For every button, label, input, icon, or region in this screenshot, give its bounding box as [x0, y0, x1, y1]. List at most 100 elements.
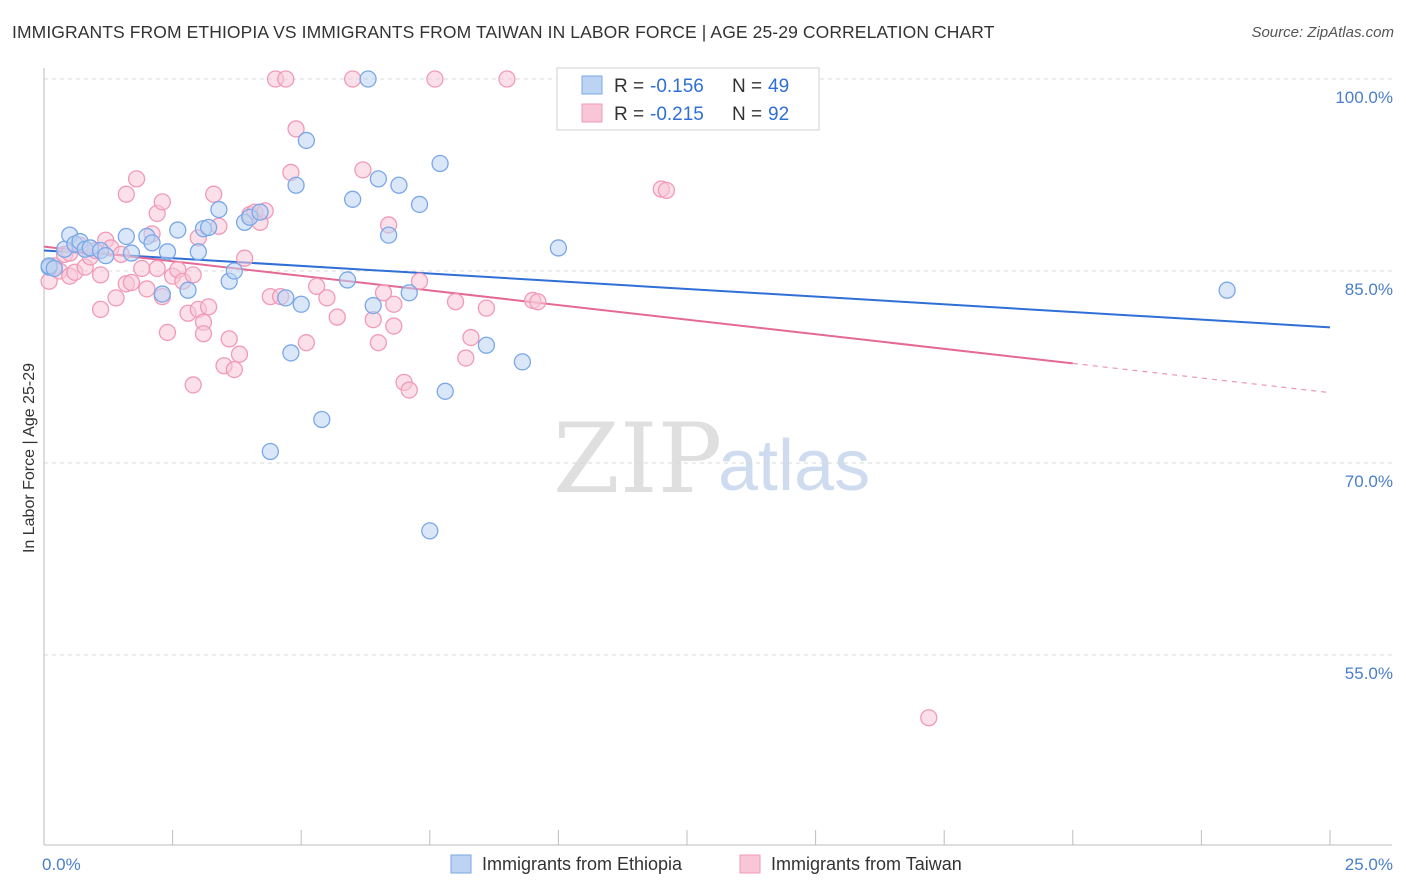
point-ethiopia — [179, 281, 197, 299]
point-taiwan — [107, 289, 125, 307]
point-ethiopia — [410, 195, 429, 214]
point-taiwan — [457, 349, 475, 367]
point-taiwan — [343, 70, 362, 88]
point-taiwan — [220, 330, 238, 348]
point-taiwan — [122, 273, 141, 292]
point-taiwan — [133, 259, 151, 278]
legend-n-value-taiwan: 92 — [768, 104, 789, 125]
point-taiwan — [225, 360, 243, 379]
legend-r-label-taiwan: R = — [614, 104, 644, 125]
legend-n-value-ethiopia: 49 — [768, 76, 789, 97]
point-ethiopia — [282, 344, 300, 362]
legend-swatch-ethiopia — [581, 75, 603, 95]
point-taiwan — [385, 317, 403, 335]
legend-swatch-taiwan — [581, 103, 603, 123]
point-taiwan — [158, 323, 177, 342]
point-ethiopia — [359, 70, 377, 88]
point-taiwan — [153, 193, 171, 211]
point-ethiopia — [169, 221, 187, 239]
point-taiwan — [529, 293, 547, 311]
series-legend-label-taiwan: Immigrants from Taiwan — [771, 854, 962, 874]
point-taiwan — [369, 334, 388, 352]
series-legend: Immigrants from Ethiopia Immigrants from… — [450, 854, 962, 874]
point-ethiopia — [251, 203, 269, 221]
legend-n-label-taiwan: N = — [732, 104, 762, 125]
point-ethiopia — [364, 296, 382, 315]
point-taiwan — [287, 120, 305, 138]
point-ethiopia — [225, 262, 243, 280]
point-taiwan — [138, 280, 156, 298]
point-ethiopia — [477, 336, 496, 354]
legend-r-label-ethiopia: R = — [614, 76, 644, 97]
point-taiwan — [410, 272, 429, 290]
x-tick-label-min: 0.0% — [42, 855, 81, 874]
point-taiwan — [184, 266, 202, 284]
point-ethiopia — [390, 176, 408, 194]
point-ethiopia — [297, 131, 315, 150]
point-ethiopia — [369, 170, 388, 188]
series-legend-swatch-ethiopia — [450, 854, 472, 874]
point-ethiopia — [210, 200, 228, 219]
axes — [43, 68, 1392, 846]
series-legend-swatch-taiwan — [739, 854, 761, 874]
point-ethiopia — [97, 246, 115, 265]
y-axis-label: In Labor Force | Age 25-29 — [21, 363, 38, 553]
point-ethiopia — [421, 522, 439, 540]
point-taiwan — [400, 381, 418, 399]
legend-r-value-taiwan: -0.215 — [650, 104, 704, 125]
point-taiwan — [117, 185, 135, 203]
point-ethiopia — [122, 244, 141, 262]
point-ethiopia — [431, 154, 449, 173]
point-ethiopia — [277, 289, 295, 307]
point-ethiopia — [153, 285, 171, 303]
y-tick-label: 85.0% — [1345, 280, 1393, 299]
point-ethiopia — [261, 442, 279, 461]
point-taiwan — [374, 284, 393, 302]
series-legend-label-ethiopia: Immigrants from Ethiopia — [482, 854, 683, 874]
point-ethiopia — [189, 243, 207, 261]
point-ethiopia — [343, 190, 362, 208]
point-ethiopia — [513, 353, 532, 371]
point-ethiopia — [287, 176, 305, 194]
point-ethiopia — [1218, 281, 1236, 299]
point-taiwan — [354, 161, 372, 179]
point-ethiopia — [45, 259, 63, 278]
watermark-atlas: atlas — [718, 426, 870, 506]
x-tick-label-max: 25.0% — [1345, 855, 1393, 874]
point-taiwan — [307, 277, 326, 296]
y-tick-labels: 100.0% 85.0% 70.0% 55.0% — [1335, 88, 1393, 683]
point-taiwan — [205, 185, 223, 203]
legend-r-value-ethiopia: -0.156 — [650, 76, 704, 97]
point-taiwan — [127, 170, 146, 188]
point-ethiopia — [400, 284, 418, 302]
trend-line-extension-taiwan — [1072, 362, 1331, 394]
point-taiwan — [235, 249, 254, 267]
source-credit: Source: ZipAtlas.com — [1251, 24, 1394, 41]
grid-lines — [44, 78, 1392, 656]
stats-legend: R = -0.156 N = 49 R = -0.215 N = 92 — [556, 67, 820, 131]
y-tick-label: 100.0% — [1335, 88, 1393, 107]
point-ethiopia — [379, 226, 398, 244]
point-ethiopia — [313, 410, 331, 429]
point-taiwan — [920, 709, 938, 727]
point-taiwan — [328, 308, 346, 326]
point-taiwan — [297, 334, 315, 352]
point-taiwan — [498, 70, 516, 88]
point-ethiopia — [199, 218, 218, 237]
trend-line-taiwan — [43, 245, 1073, 365]
point-taiwan — [194, 325, 213, 343]
point-ethiopia — [158, 243, 177, 261]
point-ethiopia — [338, 271, 357, 289]
point-ethiopia — [143, 234, 161, 252]
point-taiwan — [385, 295, 403, 313]
point-taiwan — [230, 345, 249, 363]
watermark: ZIP atlas — [553, 403, 870, 515]
point-taiwan — [277, 70, 295, 88]
point-taiwan — [446, 293, 465, 311]
y-tick-label: 70.0% — [1345, 472, 1393, 491]
point-taiwan — [462, 328, 480, 347]
point-ethiopia — [436, 382, 454, 400]
point-ethiopia — [117, 227, 135, 246]
point-taiwan — [477, 299, 496, 317]
